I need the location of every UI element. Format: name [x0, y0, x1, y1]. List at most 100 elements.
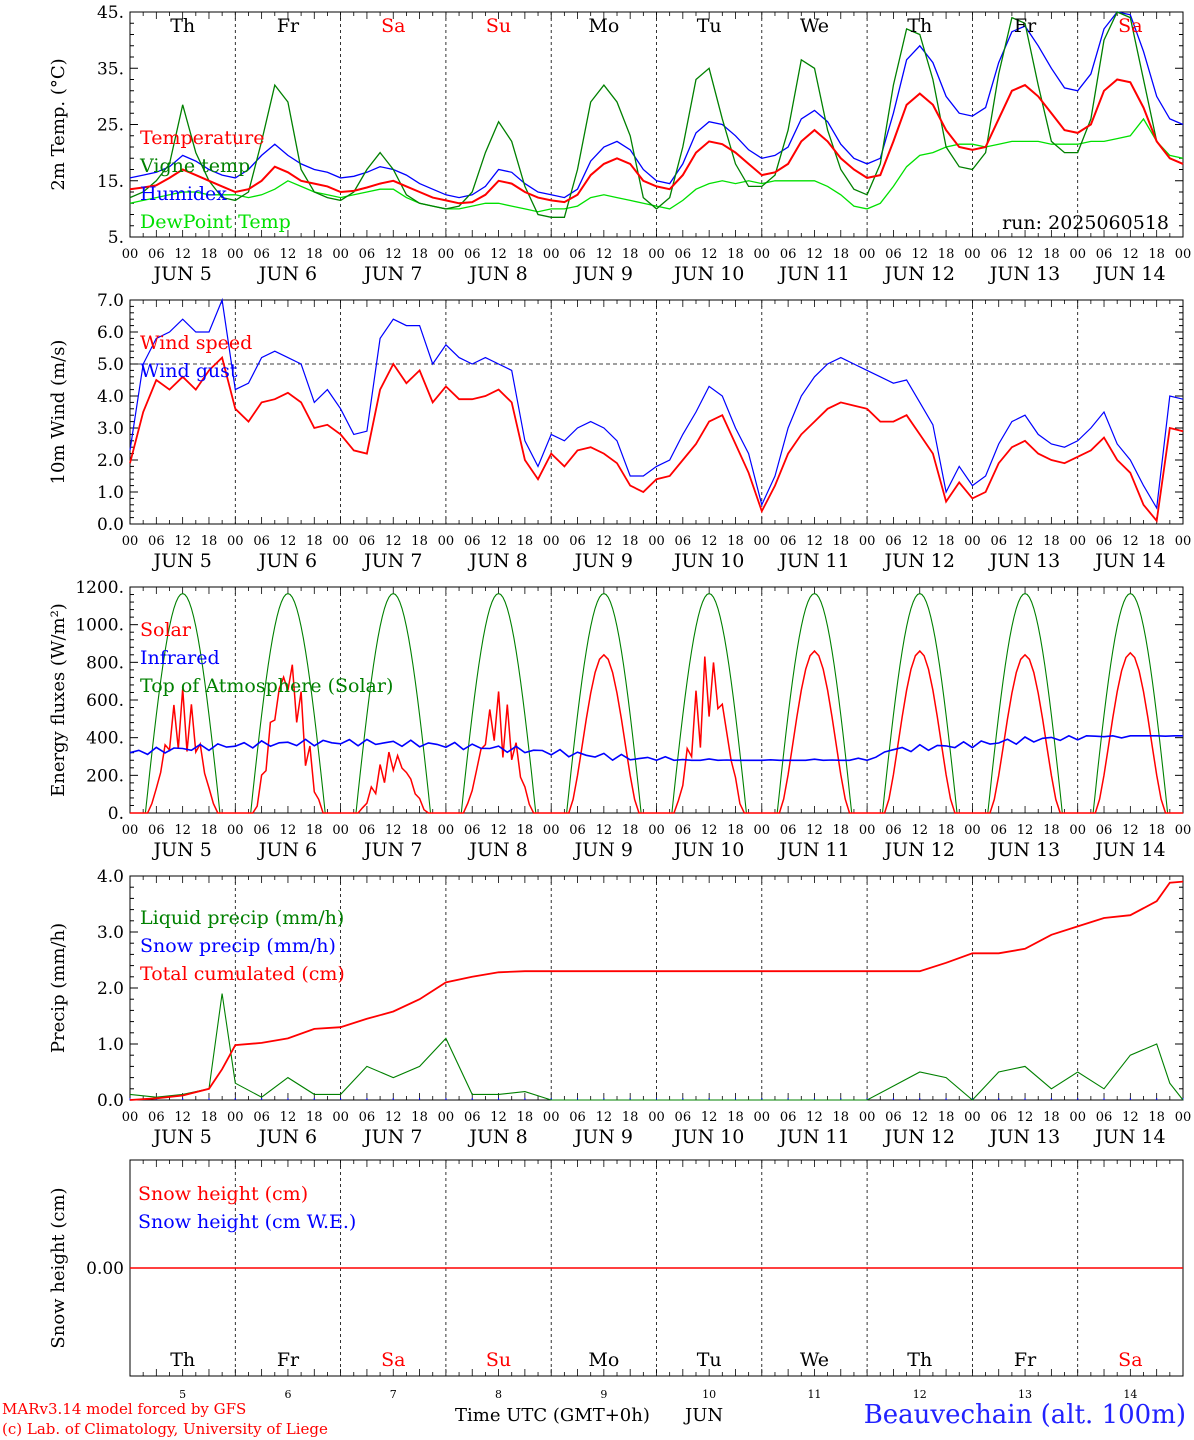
x-hour-label: 00 — [1069, 1110, 1086, 1125]
x-hour-label: 06 — [359, 534, 376, 549]
y-tick-label: 2.0 — [97, 979, 124, 999]
x-date-label: JUN 7 — [362, 550, 422, 572]
series-temperature — [129, 78, 1184, 205]
x-hour-label: 18 — [622, 534, 639, 549]
x-date-label: JUN 12 — [883, 839, 955, 861]
x-hour-label: 12 — [911, 1110, 928, 1125]
x-date-label: JUN 6 — [257, 839, 317, 861]
y-tick-label: 3.0 — [97, 923, 124, 943]
x-hour-label: 18 — [201, 823, 218, 838]
x-hour-label: 00 — [543, 534, 560, 549]
x-hour-label: 06 — [464, 1110, 481, 1125]
x-hour-label: 00 — [332, 823, 349, 838]
x-hour-label: 18 — [622, 823, 639, 838]
x-hour-label: 06 — [359, 823, 376, 838]
weekday-label: Sa — [1118, 15, 1142, 37]
x-hour-label: 18 — [1148, 534, 1165, 549]
x-hour-label: 18 — [1148, 247, 1165, 262]
series-total-cumulated — [129, 880, 1184, 1101]
x-hour-label: 00 — [543, 1110, 560, 1125]
x-hour-label: 12 — [385, 247, 402, 262]
x-hour-label: 06 — [1096, 247, 1113, 262]
y-tick-label: 6.0 — [97, 323, 124, 343]
weekday-label: Tu — [697, 15, 722, 37]
x-day-number: 14 — [1123, 1388, 1137, 1401]
x-hour-label: 18 — [1148, 823, 1165, 838]
x-hour-label: 06 — [569, 1110, 586, 1125]
x-date-label: JUN 10 — [672, 550, 744, 572]
station-name: Beauvechain (alt. 100m) — [863, 1400, 1186, 1430]
x-hour-label: 00 — [122, 534, 139, 549]
x-hour-label: 18 — [517, 534, 534, 549]
y-tick-label: 35. — [97, 59, 124, 79]
x-date-label: JUN 9 — [573, 1126, 633, 1148]
x-hour-label: 00 — [438, 247, 455, 262]
weekday-label: Th — [907, 1349, 932, 1371]
x-hour-label: 00 — [754, 247, 771, 262]
x-hour-label: 18 — [201, 1110, 218, 1125]
y-tick-label: 3.0 — [97, 419, 124, 439]
x-hour-label: 00 — [964, 247, 981, 262]
x-hour-label: 00 — [964, 1110, 981, 1125]
x-hour-label: 18 — [201, 247, 218, 262]
x-hour-label: 06 — [253, 534, 270, 549]
x-hour-label: 18 — [411, 534, 428, 549]
x-hour-label: 12 — [174, 823, 191, 838]
x-hour-label: 12 — [174, 247, 191, 262]
weekday-label: Fr — [277, 15, 300, 37]
x-date-label: JUN 13 — [988, 263, 1060, 285]
x-hour-label: 12 — [911, 247, 928, 262]
x-hour-label: 00 — [1175, 247, 1192, 262]
x-axis-title: Time UTC (GMT+0h) — [455, 1405, 650, 1426]
x-day-number: 9 — [600, 1388, 607, 1401]
x-hour-label: 18 — [938, 534, 955, 549]
weekday-label: Sa — [381, 15, 405, 37]
x-hour-label: 00 — [543, 823, 560, 838]
x-date-label: JUN 11 — [777, 263, 849, 285]
x-hour-label: 12 — [490, 1110, 507, 1125]
x-hour-label: 00 — [754, 823, 771, 838]
x-hour-label: 06 — [780, 823, 797, 838]
x-hour-label: 18 — [622, 1110, 639, 1125]
x-date-label: JUN 5 — [151, 263, 211, 285]
x-hour-label: 12 — [385, 823, 402, 838]
x-date-label: JUN 13 — [988, 839, 1060, 861]
x-hour-label: 00 — [227, 534, 244, 549]
x-hour-label: 06 — [990, 534, 1007, 549]
x-hour-label: 12 — [1122, 823, 1139, 838]
x-hour-label: 12 — [596, 1110, 613, 1125]
x-hour-label: 18 — [833, 1110, 850, 1125]
x-date-label: JUN 5 — [151, 1126, 211, 1148]
y-tick-label: 200. — [86, 766, 124, 786]
x-hour-label: 00 — [332, 534, 349, 549]
series-wind-speed — [129, 355, 1184, 523]
x-date-label: JUN 5 — [151, 839, 211, 861]
x-hour-label: 06 — [148, 534, 165, 549]
x-hour-label: 12 — [1122, 534, 1139, 549]
x-hour-label: 06 — [885, 823, 902, 838]
x-date-label: JUN 6 — [257, 1126, 317, 1148]
weekday-label: Th — [907, 15, 932, 37]
y-tick-label: 400. — [86, 729, 124, 749]
x-hour-label: 06 — [990, 823, 1007, 838]
x-hour-label: 06 — [359, 1110, 376, 1125]
x-date-label: JUN 9 — [573, 550, 633, 572]
weekday-label: Th — [170, 1349, 195, 1371]
y-tick-label: 1000. — [75, 616, 124, 636]
x-hour-label: 12 — [1017, 1110, 1034, 1125]
x-date-label: JUN 8 — [467, 263, 527, 285]
x-hour-label: 06 — [464, 534, 481, 549]
x-hour-label: 06 — [464, 247, 481, 262]
x-hour-label: 06 — [1096, 823, 1113, 838]
y-axis-label-1: 2m Temp. (°C) — [48, 58, 69, 190]
x-hour-label: 12 — [280, 1110, 297, 1125]
weekday-label: Sa — [381, 1349, 405, 1371]
x-date-label: JUN 10 — [672, 1126, 744, 1148]
x-hour-label: 12 — [280, 823, 297, 838]
legend-solar: Solar — [140, 619, 192, 641]
legend-total-cumulated-cm-: Total cumulated (cm) — [140, 963, 345, 985]
x-date-label: JUN 7 — [362, 263, 422, 285]
x-date-label: JUN 10 — [672, 839, 744, 861]
